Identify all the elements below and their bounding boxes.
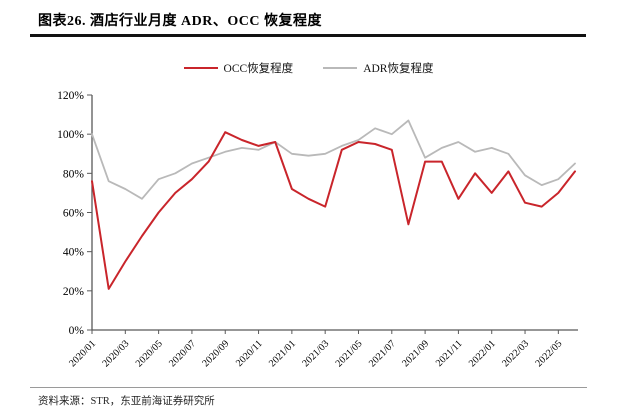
svg-text:2021/01: 2021/01 — [267, 338, 298, 369]
svg-text:100%: 100% — [57, 129, 84, 141]
svg-text:2020/07: 2020/07 — [167, 338, 198, 369]
adr-line-swatch — [323, 66, 358, 70]
legend-item-occ: OCC恢复程度 — [183, 60, 294, 76]
svg-text:60%: 60% — [63, 208, 85, 220]
svg-text:0%: 0% — [69, 325, 85, 337]
source-note: 资料来源：STR，东亚前海证券研究所 — [38, 396, 215, 407]
svg-text:2021/07: 2021/07 — [367, 338, 398, 369]
svg-text:2022/05: 2022/05 — [534, 338, 565, 369]
figure-title: 图表26. 酒店行业月度 ADR、OCC 恢复程度 — [38, 14, 322, 29]
svg-text:40%: 40% — [63, 247, 85, 259]
svg-text:120%: 120% — [57, 90, 84, 102]
legend-label-occ: OCC恢复程度 — [223, 63, 294, 75]
chart-legend: OCC恢复程度 ADR恢复程度 — [0, 60, 617, 76]
svg-text:80%: 80% — [63, 168, 85, 180]
footer-rule — [30, 387, 587, 388]
svg-text:2022/01: 2022/01 — [467, 338, 498, 369]
legend-label-adr: ADR恢复程度 — [363, 63, 434, 75]
svg-text:2020/03: 2020/03 — [100, 338, 131, 369]
svg-text:2021/05: 2021/05 — [334, 338, 365, 369]
svg-text:2022/03: 2022/03 — [500, 338, 531, 369]
svg-text:2020/01: 2020/01 — [67, 338, 98, 369]
svg-text:2020/09: 2020/09 — [200, 338, 231, 369]
svg-text:2020/11: 2020/11 — [234, 338, 265, 369]
svg-text:2021/11: 2021/11 — [434, 338, 465, 369]
title-underline — [30, 34, 586, 37]
occ-line-swatch — [183, 66, 218, 70]
svg-text:2021/03: 2021/03 — [300, 338, 331, 369]
svg-text:2020/05: 2020/05 — [134, 338, 165, 369]
legend-item-adr: ADR恢复程度 — [323, 60, 433, 76]
svg-text:20%: 20% — [63, 286, 85, 298]
svg-text:2021/09: 2021/09 — [400, 338, 431, 369]
